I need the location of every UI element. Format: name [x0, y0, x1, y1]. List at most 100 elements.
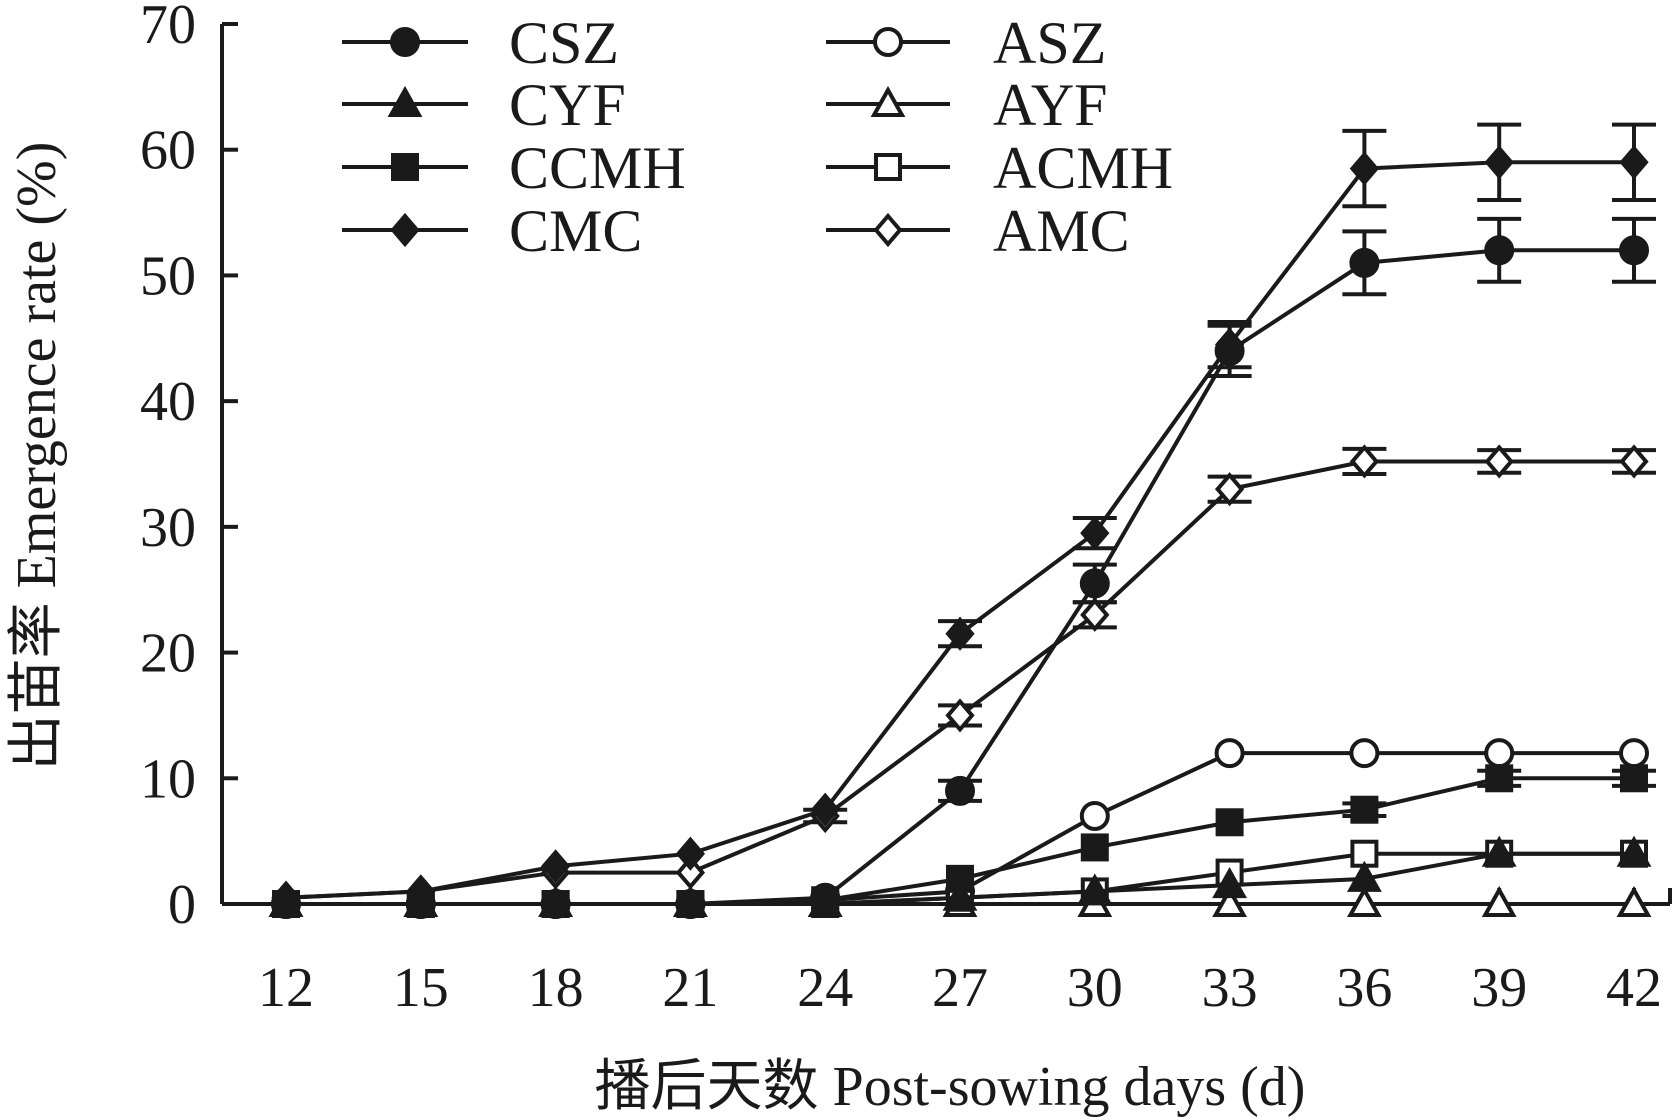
legend-marker-cmc: [390, 212, 420, 248]
x-tick-label: 12: [258, 957, 314, 1019]
point-amc: [1349, 444, 1380, 479]
series: [268, 122, 1656, 919]
point-cyf: [1346, 860, 1382, 892]
legend-label-asz: ASZ: [993, 10, 1106, 76]
x-tick-label: 24: [797, 957, 853, 1019]
x-tick-label: 33: [1202, 957, 1258, 1019]
legend-item-cmc: CMC: [342, 198, 642, 264]
point-cyf: [1212, 867, 1248, 899]
point-ccmh: [1080, 833, 1109, 862]
point-csz: [810, 882, 841, 913]
series-cmc: [271, 122, 1656, 915]
legend-item-amc: AMC: [826, 198, 1130, 264]
legend-item-csz: CSZ: [342, 10, 619, 76]
point-ccmh: [1350, 795, 1379, 824]
x-tick-label: 30: [1067, 957, 1123, 1019]
point-amc: [1214, 472, 1245, 507]
series-line-amc: [285, 459, 1634, 900]
point-cmc: [406, 874, 436, 909]
point-csz: [540, 889, 571, 919]
legend-marker-ayf: [870, 85, 906, 117]
y-tick-label: 30: [140, 497, 196, 559]
x-tick-label: 18: [528, 957, 584, 1019]
axes: [220, 24, 1670, 906]
legend-marker-ccmh: [391, 153, 419, 181]
point-csz: [1079, 568, 1110, 599]
point-cmc: [1349, 151, 1380, 186]
legend-item-acmh: ACMH: [826, 135, 1173, 201]
point-cmc: [810, 792, 840, 827]
point-ccmh: [1215, 808, 1244, 837]
point-csz: [1349, 247, 1380, 278]
x-tick-label: 36: [1336, 957, 1392, 1019]
series-line-csz: [286, 248, 1634, 906]
point-ccmh: [946, 864, 974, 893]
point-ayf: [1346, 885, 1382, 917]
point-cmc: [540, 849, 571, 884]
series-csz: [271, 216, 1656, 919]
point-asz: [1079, 801, 1110, 831]
legend-item-ayf: AYF: [826, 72, 1108, 138]
legend-label-cmc: CMC: [509, 198, 642, 264]
legend-label-ccmh: CCMH: [509, 135, 686, 201]
point-csz: [1484, 235, 1515, 266]
x-tick-label: 42: [1606, 957, 1662, 1019]
y-tick-label: 10: [140, 748, 196, 810]
legend-marker-csz: [390, 27, 420, 57]
legend-item-asz: ASZ: [826, 10, 1106, 76]
legend-label-amc: AMC: [993, 198, 1130, 264]
point-ccmh: [1620, 764, 1648, 793]
series-amc: [271, 444, 1656, 915]
x-axis-title: 播后天数 Post-sowing days (d): [595, 1056, 1306, 1118]
legend-marker-acmh: [874, 153, 902, 181]
point-asz: [1214, 738, 1245, 769]
point-amc: [1619, 444, 1649, 479]
point-cyf: [942, 879, 978, 911]
y-tick-label: 70: [140, 0, 196, 56]
y-axis-title: 出苗率 Emergence rate (%): [6, 142, 68, 771]
point-ccmh: [1485, 764, 1514, 793]
x-tick-label: 15: [393, 957, 449, 1019]
legend-label-acmh: ACMH: [993, 135, 1173, 201]
y-tick-label: 0: [168, 874, 196, 936]
legend-label-ayf: AYF: [993, 72, 1108, 138]
point-csz: [1619, 235, 1649, 266]
legend-label-csz: CSZ: [509, 10, 619, 76]
x-tick-label: 27: [932, 957, 988, 1019]
point-ayf: [1616, 885, 1652, 917]
point-asz: [1349, 738, 1380, 769]
legend-item-cyf: CYF: [342, 72, 626, 138]
point-asz: [1619, 738, 1649, 769]
y-tick-label: 60: [140, 120, 196, 182]
point-csz: [945, 775, 975, 806]
point-cmc: [1619, 145, 1649, 180]
point-cmc: [675, 836, 706, 871]
point-csz: [675, 889, 706, 919]
point-cmc: [1080, 516, 1110, 551]
legend-marker-asz: [873, 27, 903, 57]
legend-marker-cyf: [387, 85, 423, 117]
point-cyf: [1077, 873, 1113, 905]
x-tick-label: 39: [1471, 957, 1527, 1019]
point-cyf: [1481, 835, 1517, 867]
point-asz: [1484, 738, 1515, 769]
legend: CSZ ASZ CYF AYF CCMH ACMH CMC AMC: [342, 10, 1173, 264]
y-tick-label: 50: [140, 245, 196, 307]
point-amc: [1080, 597, 1110, 632]
point-cmc: [271, 880, 301, 915]
x-tick-label: 21: [662, 957, 718, 1019]
point-cmc: [1484, 145, 1514, 180]
point-cmc: [1214, 327, 1245, 362]
point-cmc: [945, 616, 975, 651]
y-tick-label: 40: [140, 371, 196, 433]
legend-label-cyf: CYF: [509, 72, 626, 138]
legend-marker-amc: [873, 212, 903, 248]
point-amc: [1484, 444, 1514, 479]
point-ayf: [1212, 885, 1248, 917]
legend-item-ccmh: CCMH: [342, 135, 686, 201]
ticks: 0 10 20 30 40 50 60 70 12 15 18 21 24 27 30 33 36 39 42: [140, 0, 1672, 1019]
point-amc: [945, 698, 975, 733]
point-cyf: [1616, 835, 1652, 867]
y-tick-label: 20: [140, 623, 196, 685]
